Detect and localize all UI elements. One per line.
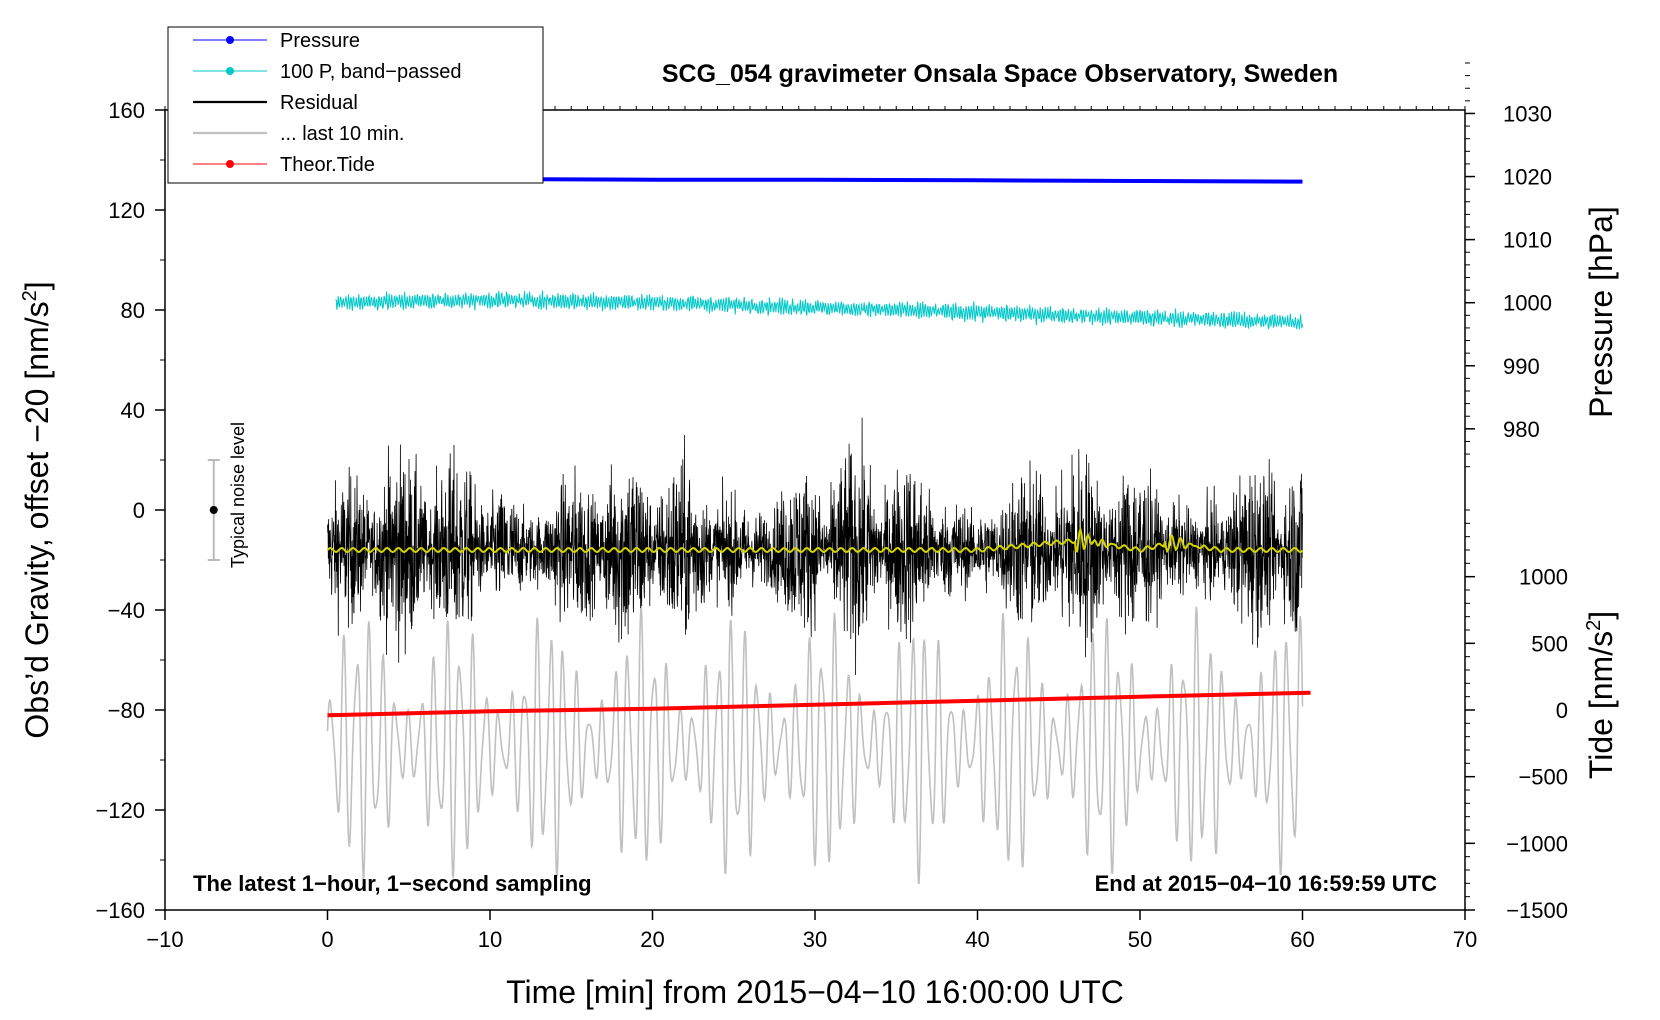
- tide-tick-label: 1000: [1519, 565, 1568, 590]
- y-tick-label: −160: [95, 898, 145, 923]
- legend-marker: [226, 160, 234, 168]
- y-axis-label: Obs’d Gravity, offset −20 [nm/s2]: [19, 281, 55, 738]
- chart-title: SCG_054 gravimeter Onsala Space Observat…: [662, 60, 1338, 88]
- legend-label: 100 P, band−passed: [280, 61, 461, 83]
- tide-axis-label-main: Tide [nm/s: [1583, 631, 1619, 779]
- residual-smoothed-line: [326, 525, 1304, 554]
- end-time-note: End at 2015−04−10 16:59:59 UTC: [1095, 871, 1438, 896]
- y-tick-label: 160: [108, 98, 145, 123]
- noise-bar-center: [209, 506, 218, 514]
- pressure-axis-ticks: 980 990 1000 1010 1020 1030: [1465, 62, 1552, 468]
- legend-label: Theor.Tide: [280, 154, 375, 176]
- tide-axis-ticks: −1500 −1000 −500 0 500 1000: [1465, 509, 1568, 923]
- legend: Pressure 100 P, band−passed Residual ... la…: [167, 26, 544, 184]
- sampling-note: The latest 1−hour, 1−second sampling: [193, 871, 592, 896]
- pressure-tick-label: 1010: [1503, 228, 1552, 253]
- x-tick-label: 10: [478, 927, 502, 952]
- x-tick-label: 40: [965, 927, 989, 952]
- legend-label: Pressure: [280, 30, 360, 52]
- legend-marker: [226, 36, 234, 44]
- x-tick-label: 20: [640, 927, 664, 952]
- pressure-axis-label: Pressure [hPa]: [1583, 206, 1619, 418]
- pressure-tick-label: 1030: [1503, 101, 1552, 126]
- pressure-tick-label: 990: [1503, 354, 1540, 379]
- legend-label: ... last 10 min.: [280, 123, 405, 145]
- x-tick-label: 30: [803, 927, 827, 952]
- residual-smoothed-series: [326, 525, 1304, 554]
- legend-marker: [226, 67, 234, 75]
- y-axis-label-main: Obs’d Gravity, offset −20 [nm/s: [19, 301, 55, 738]
- y-axis-label-sup: 2: [19, 290, 41, 301]
- noise-label: Typical noise level: [228, 422, 248, 568]
- y-tick-label: 120: [108, 198, 145, 223]
- typical-noise-bar: [207, 459, 220, 561]
- tide-axis-label: Tide [nm/s2]: [1583, 611, 1619, 779]
- y-tick-label: 80: [121, 298, 145, 323]
- pressure-tick-label: 1000: [1503, 291, 1552, 316]
- tide-axis-label-sup: 2: [1583, 620, 1605, 631]
- band-passed-line: [335, 290, 1303, 330]
- y-tick-label: −120: [95, 798, 145, 823]
- x-tick-label: 50: [1128, 927, 1152, 952]
- x-axis-label: Time [min] from 2015−04−10 16:00:00 UTC: [506, 974, 1124, 1010]
- y-tick-label: −80: [108, 698, 145, 723]
- x-tick-label: 0: [321, 927, 333, 952]
- tide-line: [327, 690, 1311, 718]
- theor-tide-series: [327, 690, 1311, 718]
- tide-tick-label: −1000: [1506, 831, 1568, 856]
- pressure-tick-label: 1020: [1503, 165, 1552, 190]
- y-tick-label: −40: [108, 598, 145, 623]
- y-tick-label: 0: [133, 498, 145, 523]
- y-axis-label-end: ]: [19, 281, 55, 290]
- legend-label: Residual: [280, 92, 358, 114]
- pressure-tick-label: 980: [1503, 417, 1540, 442]
- legend-box: [167, 26, 544, 184]
- last-10-min-line: [326, 606, 1304, 885]
- x-axis-ticks: −10 0 10 20 30 40 50 60 70: [146, 106, 1477, 952]
- band-passed-pressure-series: [335, 290, 1303, 330]
- tide-axis-label-end: ]: [1583, 611, 1619, 620]
- tide-tick-label: 500: [1531, 631, 1568, 656]
- x-tick-label: 60: [1290, 927, 1314, 952]
- tide-tick-label: −1500: [1506, 898, 1568, 923]
- x-tick-label: −10: [146, 927, 183, 952]
- tide-tick-label: −500: [1518, 765, 1568, 790]
- tide-tick-label: 0: [1556, 698, 1568, 723]
- y-tick-label: 40: [121, 398, 145, 423]
- y-axis-ticks: −160 −120 −80 −40 0 40 80 120 160: [95, 98, 165, 923]
- last-10-min-series: [326, 606, 1304, 885]
- x-tick-label: 70: [1453, 927, 1477, 952]
